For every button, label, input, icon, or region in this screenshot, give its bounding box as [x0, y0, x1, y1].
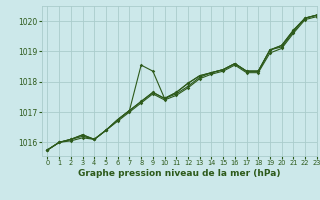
X-axis label: Graphe pression niveau de la mer (hPa): Graphe pression niveau de la mer (hPa): [78, 169, 280, 178]
